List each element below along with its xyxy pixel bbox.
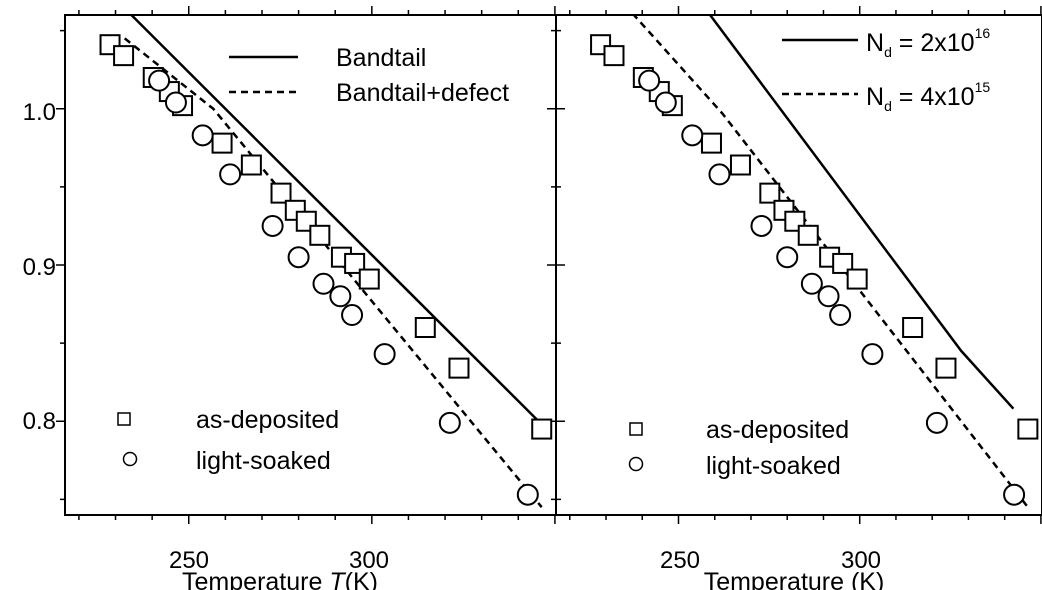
- x-tick-label: 300: [349, 547, 389, 574]
- light-soaked-point: [261, 214, 284, 237]
- as-deposited-point: [797, 224, 819, 246]
- as-deposited-point: [729, 154, 751, 176]
- y-tick-label: 0.8: [23, 408, 56, 435]
- fit-line-dashed: [632, 15, 1029, 508]
- light-soaked-point: [817, 285, 840, 308]
- right-legend: Nd = 2x1016 Nd = 4x1015 as-deposited lig…: [628, 25, 990, 480]
- legend-label-light-soaked: light-soaked: [196, 447, 331, 475]
- legend-label-bandtail: Bandtail: [336, 44, 426, 72]
- x-tick-label: 250: [660, 547, 700, 574]
- light-soaked-point: [148, 69, 171, 92]
- light-soaked-point: [925, 411, 948, 434]
- legend-square-marker: [117, 412, 131, 426]
- x-tick-label: 250: [169, 547, 209, 574]
- as-deposited-point: [358, 268, 380, 290]
- left-panel: [56, 6, 557, 524]
- light-soaked-point: [329, 285, 352, 308]
- light-soaked-point: [312, 272, 335, 295]
- light-soaked-point: [638, 69, 661, 92]
- as-deposited-point: [414, 317, 436, 338]
- right-panel: [555, 6, 1042, 524]
- legend-label-as-deposited: as-deposited: [706, 416, 849, 444]
- as-deposited-point: [935, 357, 957, 379]
- x-tick-label: 300: [841, 547, 881, 574]
- light-soaked-point: [708, 163, 731, 186]
- as-deposited-point: [700, 132, 722, 154]
- light-soaked-point: [681, 124, 704, 147]
- as-deposited-point: [603, 45, 625, 67]
- light-soaked-point: [438, 411, 461, 434]
- light-soaked-point: [800, 272, 823, 295]
- legend-square-marker: [629, 422, 643, 436]
- light-soaked-point: [191, 124, 214, 147]
- as-deposited-point: [846, 268, 868, 290]
- fit-line-dashed: [123, 37, 543, 508]
- as-deposited-point: [309, 224, 331, 246]
- light-soaked-point: [829, 304, 852, 326]
- left-x-axis-title: Temperature T(K): [182, 568, 378, 590]
- x-tick-labels: 250 300 250 300: [169, 547, 881, 574]
- as-deposited-point: [240, 154, 262, 176]
- as-deposited-point: [448, 357, 470, 379]
- light-soaked-point: [776, 246, 799, 269]
- light-soaked-point: [287, 246, 310, 269]
- as-deposited-point: [344, 252, 366, 274]
- legend-label-nd-high: Nd = 2x1016: [866, 25, 990, 60]
- as-deposited-point: [902, 317, 924, 338]
- x-axis-label-unit: (K): [345, 568, 378, 590]
- as-deposited-point: [531, 418, 553, 440]
- light-soaked-point: [164, 91, 187, 114]
- y-tick-labels: 1.0 0.9 0.8: [23, 99, 56, 435]
- as-deposited-point: [270, 182, 292, 204]
- legend-label-light-soaked: light-soaked: [706, 452, 841, 480]
- legend-circle-marker: [122, 451, 138, 467]
- y-tick-label: 0.9: [23, 254, 56, 281]
- right-x-axis-title: Temperature (K): [704, 568, 885, 590]
- y-tick-label: 1.0: [23, 99, 56, 126]
- light-soaked-point: [750, 214, 773, 237]
- legend-circle-marker: [628, 456, 644, 472]
- legend-label-nd-low: Nd = 4x1015: [866, 79, 990, 114]
- light-soaked-point: [654, 91, 677, 114]
- light-soaked-point: [516, 483, 539, 506]
- light-soaked-point: [341, 304, 364, 326]
- x-axis-label-text: Temperature: [182, 568, 322, 590]
- fit-line-solid: [708, 15, 1015, 410]
- light-soaked-point: [861, 343, 884, 366]
- left-legend: Bandtail Bandtail+defect as-deposited li…: [117, 44, 509, 475]
- as-deposited-point: [832, 252, 854, 274]
- fit-line-solid: [129, 15, 543, 426]
- as-deposited-point: [211, 132, 233, 154]
- light-soaked-point: [1003, 483, 1026, 506]
- x-axis-label-symbol: T: [329, 568, 346, 590]
- legend-label-as-deposited: as-deposited: [196, 406, 339, 434]
- legend-label-bandtail-defect: Bandtail+defect: [336, 79, 509, 107]
- as-deposited-point: [1017, 418, 1039, 440]
- light-soaked-point: [373, 343, 396, 366]
- light-soaked-point: [219, 163, 242, 186]
- as-deposited-point: [113, 45, 135, 67]
- as-deposited-point: [759, 182, 781, 204]
